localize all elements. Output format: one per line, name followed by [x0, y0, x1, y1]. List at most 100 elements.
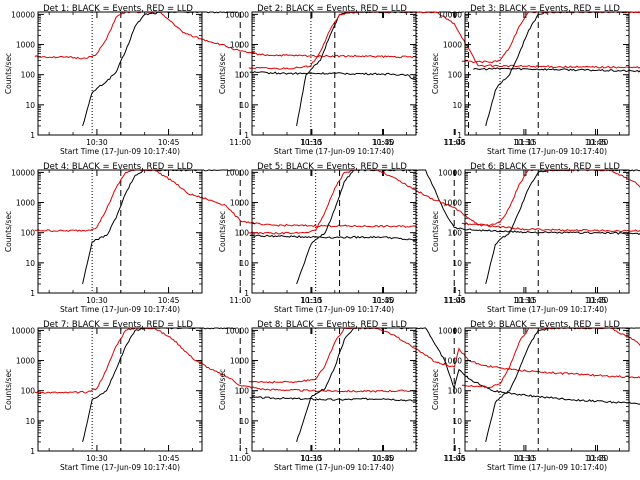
- y-tick-label: 10000: [438, 10, 462, 19]
- x-tick-label: 10:30: [300, 138, 322, 147]
- x-tick-label: 11:15: [515, 454, 537, 463]
- events-series-line: [296, 327, 640, 443]
- x-axis-label: Start Time (17-Jun-09 10:17:40): [487, 463, 607, 472]
- events-series-line: [82, 11, 238, 127]
- lld-series-line: [34, 169, 418, 233]
- x-tick-label: 10:45: [372, 296, 394, 305]
- y-tick-label: 10: [239, 259, 249, 268]
- lld-series-line: [248, 169, 640, 235]
- y-tick-label: 10000: [438, 168, 462, 177]
- lld-series-line: [461, 169, 640, 227]
- plot-frame: [37, 327, 203, 452]
- x-tick-label: 10:30: [86, 138, 108, 147]
- y-axis-label: Counts/sec: [431, 369, 440, 410]
- y-tick-label: 1000: [16, 41, 35, 50]
- y-tick-label: 10000: [11, 10, 35, 19]
- y-tick-label: 1: [30, 447, 35, 456]
- x-tick-label: 11:00: [443, 296, 465, 305]
- x-tick-label: 10:45: [158, 454, 180, 463]
- x-tick-label: 11:45: [444, 454, 466, 463]
- x-tick-label: 10:30: [86, 296, 108, 305]
- lld-series-line: [34, 327, 418, 394]
- y-tick-label: 1000: [443, 41, 462, 50]
- y-tick-label: 10000: [438, 326, 462, 335]
- chart-title: Det 6: BLACK = Events, RED = LLD: [470, 162, 620, 172]
- x-tick-label: 10:45: [585, 138, 607, 147]
- chart-title: Det 2: BLACK = Events, RED = LLD: [257, 4, 407, 14]
- y-tick-label: 1000: [443, 199, 462, 208]
- y-tick-label: 10: [452, 417, 462, 426]
- y-tick-label: 1: [30, 131, 35, 140]
- y-tick-label: 10: [239, 417, 249, 426]
- x-tick-label: 11:00: [443, 454, 465, 463]
- y-tick-label: 1: [244, 447, 249, 456]
- y-tick-label: 1000: [230, 357, 249, 366]
- lld-series-line: [248, 11, 640, 70]
- y-tick-label: 1000: [230, 199, 249, 208]
- events-series-line: [82, 327, 236, 443]
- plot-frame: [464, 169, 630, 294]
- y-tick-label: 1000: [230, 41, 249, 50]
- x-tick-label: 11:30: [587, 138, 609, 147]
- chart-panel-3: Det 3: BLACK = Events, RED = LLD Counts/s…: [431, 4, 640, 156]
- chart-title: Det 7: BLACK = Events, RED = LLD: [43, 320, 193, 330]
- chart-title: Det 3: BLACK = Events, RED = LLD: [470, 4, 620, 14]
- y-axis-label: Counts/sec: [218, 211, 227, 252]
- y-tick-label: 10: [239, 101, 249, 110]
- y-tick-label: 10000: [225, 326, 249, 335]
- y-tick-label: 1: [457, 289, 462, 298]
- x-tick-label: 11:15: [301, 138, 323, 147]
- y-tick-label: 1000: [16, 199, 35, 208]
- y-axis-label: Counts/sec: [218, 53, 227, 94]
- chart-title: Det 4: BLACK = Events, RED = LLD: [43, 162, 193, 172]
- chart-title: Det 8: BLACK = Events, RED = LLD: [257, 320, 407, 330]
- events-series-line: [249, 71, 418, 82]
- chart-panel-8: Det 8: BLACK = Events, RED = LLD Counts/s…: [218, 320, 640, 472]
- y-tick-label: 1: [244, 131, 249, 140]
- y-tick-label: 1: [457, 447, 462, 456]
- x-tick-label: 11:45: [444, 138, 466, 147]
- x-tick-label: 10:30: [513, 454, 535, 463]
- y-axis-label: Counts/sec: [4, 369, 13, 410]
- y-tick-label: 10: [25, 417, 35, 426]
- chart-panel-1: Det 1: BLACK = Events, RED = LLD Counts/s…: [4, 4, 466, 156]
- x-tick-label: 10:45: [158, 138, 180, 147]
- y-axis-label: Counts/sec: [218, 369, 227, 410]
- x-tick-label: 10:30: [513, 296, 535, 305]
- y-axis-label: Counts/sec: [431, 53, 440, 94]
- y-axis-label: Counts/sec: [4, 211, 13, 252]
- y-tick-label: 1: [30, 289, 35, 298]
- y-axis-label: Counts/sec: [431, 211, 440, 252]
- events-series-line: [82, 169, 236, 285]
- y-tick-label: 100: [21, 229, 36, 238]
- y-tick-label: 100: [448, 387, 463, 396]
- y-tick-label: 100: [235, 71, 250, 80]
- x-tick-label: 11:15: [301, 296, 323, 305]
- y-tick-label: 10: [25, 101, 35, 110]
- x-tick-label: 10:45: [372, 138, 394, 147]
- y-tick-label: 1000: [443, 357, 462, 366]
- x-tick-label: 10:45: [372, 454, 394, 463]
- plot-frame: [464, 327, 630, 452]
- x-tick-label: 10:30: [300, 454, 322, 463]
- x-tick-label: 11:30: [587, 454, 609, 463]
- y-tick-label: 10000: [11, 326, 35, 335]
- y-tick-label: 1: [457, 131, 462, 140]
- plot-frame: [37, 169, 203, 294]
- events-series-line: [473, 67, 640, 73]
- x-tick-label: 10:30: [513, 138, 535, 147]
- chart-title: Det 9: BLACK = Events, RED = LLD: [470, 320, 620, 330]
- x-axis-label: Start Time (17-Jun-09 10:17:40): [274, 305, 394, 314]
- y-tick-label: 100: [235, 387, 250, 396]
- y-axis-label: Counts/sec: [4, 53, 13, 94]
- x-tick-label: 11:00: [229, 138, 251, 147]
- chart-panel-6: Det 6: BLACK = Events, RED = LLD Counts/s…: [431, 162, 640, 314]
- plot-frame: [251, 11, 417, 136]
- x-tick-label: 10:45: [585, 296, 607, 305]
- chart-panel-4: Det 4: BLACK = Events, RED = LLD Counts/s…: [4, 162, 466, 314]
- x-axis-label: Start Time (17-Jun-09 10:17:40): [60, 463, 180, 472]
- x-tick-label: 11:30: [587, 296, 609, 305]
- x-axis-label: Start Time (17-Jun-09 10:17:40): [274, 147, 394, 156]
- y-tick-label: 10000: [225, 168, 249, 177]
